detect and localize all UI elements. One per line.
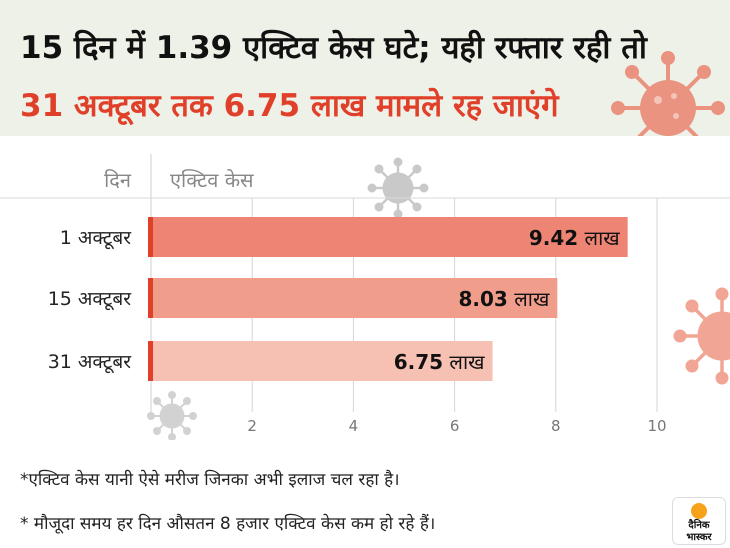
bar <box>151 217 628 257</box>
bar-value-number: 9.42 <box>529 226 578 250</box>
bar-value-unit: लाख <box>578 226 620 250</box>
x-tick-label: 8 <box>551 417 561 435</box>
footnote-2: * मौजूदा समय हर दिन औसतन 8 हजार एक्टिव क… <box>20 514 436 534</box>
category-label: 31 अक्टूबर <box>48 351 133 374</box>
bar <box>151 278 558 318</box>
virus-decoration-icon <box>611 51 725 136</box>
virus-icon <box>147 391 197 441</box>
chart-decorations <box>147 157 730 441</box>
bar <box>151 341 493 381</box>
virus-icon <box>367 157 429 219</box>
bar-cap <box>148 217 153 257</box>
bar-value-unit: लाख <box>443 350 485 374</box>
dainik-bhaskar-logo: दैनिक भास्कर <box>672 497 726 545</box>
logo-line-1: दैनिक <box>687 518 710 531</box>
bar-value-number: 6.75 <box>394 350 443 374</box>
bar-value-label: 9.42 लाख <box>529 226 620 250</box>
title-line-2: 31 अक्टूबर तक 6.75 लाख मामले रह जाएंगे <box>20 88 559 124</box>
category-label: 15 अक्टूबर <box>48 288 133 311</box>
bar-value-unit: लाख <box>508 287 550 311</box>
bar-chart: दिन एक्टिव केस 1 अक्टूबर 9.42 लाख 15 अक्टू… <box>0 140 730 441</box>
bar-value-label: 8.03 लाख <box>458 287 549 311</box>
category-header: दिन <box>104 168 132 192</box>
footnotes: *एक्टिव केस यानी ऐसे मरीज जिनका अभी इलाज… <box>0 445 730 548</box>
value-header: एक्टिव केस <box>170 168 254 192</box>
logo-svg: दैनिक भास्कर <box>686 503 713 543</box>
x-tick-label: 4 <box>349 417 359 435</box>
virus-icon <box>673 287 730 385</box>
x-tick-label: 2 <box>247 417 257 435</box>
bar-value-number: 8.03 <box>458 287 507 311</box>
title-line-1: 15 दिन में 1.39 एक्टिव केस घटे; यही रफ्त… <box>20 30 647 66</box>
tick-layer: 2 4 6 8 10 <box>247 417 666 435</box>
bar-value-label: 6.75 लाख <box>394 350 485 374</box>
footnote-1: *एक्टिव केस यानी ऐसे मरीज जिनका अभी इलाज… <box>20 470 400 490</box>
logo-sun-icon <box>691 503 707 519</box>
category-label: 1 अक्टूबर <box>60 227 132 250</box>
bar-cap <box>148 278 153 318</box>
bar-layer: 1 अक्टूबर 9.42 लाख 15 अक्टूबर 8.03 लाख 31 अक… <box>48 217 628 381</box>
x-tick-label: 10 <box>647 417 666 435</box>
x-tick-label: 6 <box>450 417 460 435</box>
logo-line-2: भास्कर <box>686 532 712 543</box>
bar-cap <box>148 341 153 381</box>
chart-svg: दिन एक्टिव केस 1 अक्टूबर 9.42 लाख 15 अक्टू… <box>0 154 730 441</box>
header-banner: 15 दिन में 1.39 एक्टिव केस घटे; यही रफ्त… <box>0 0 730 136</box>
